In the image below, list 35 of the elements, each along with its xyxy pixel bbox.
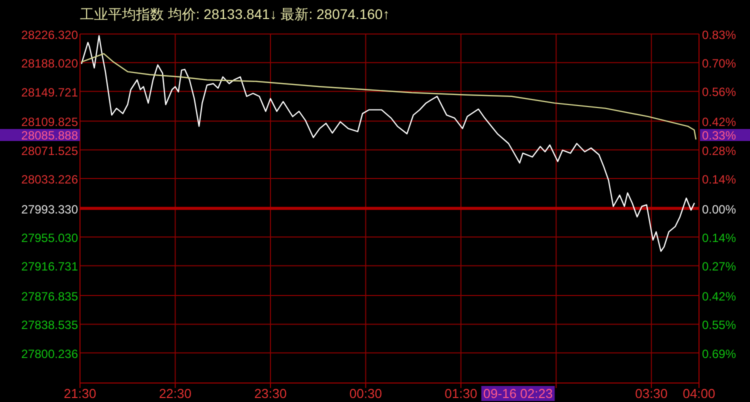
y2-tick-label: 0.42%: [702, 289, 736, 304]
y2-tick-label: 0.14%: [702, 172, 736, 186]
y2-tick-label: 0.14%: [702, 230, 736, 245]
y-tick-label: 27955.030: [21, 231, 78, 246]
x-tick-label: 03:30: [635, 386, 668, 401]
y-tick-label: 28226.320: [21, 28, 78, 42]
y-tick-label: 28033.226: [21, 172, 78, 187]
y-tick-label: 27993.330: [21, 202, 78, 216]
y-tick-label: 28071.525: [21, 144, 78, 158]
chart-title: 工业平均指数 均价: 28133.841↓ 最新: 28074.160↑: [80, 6, 390, 22]
x-tick-label: 01:30: [444, 386, 478, 401]
y2-tick-label: 0.83%: [702, 28, 736, 42]
x-tick-label: 04:00: [682, 386, 716, 401]
y-tick-label: 28188.020: [21, 56, 78, 71]
cursor-label: 28085.888: [0, 128, 80, 142]
y2-tick-label: 0.56%: [702, 85, 736, 100]
y2-tick-label: 0.28%: [702, 144, 736, 158]
x-tick-label: 22:30: [158, 386, 192, 401]
cursor-label: 09-16 02:23: [481, 386, 555, 401]
x-tick-label: 21:30: [64, 386, 96, 401]
y-tick-label: 27876.835: [21, 290, 78, 304]
y2-tick-label: 0.00%: [702, 202, 736, 216]
y2-tick-label: 0.42%: [702, 115, 736, 130]
y2-tick-label: 0.69%: [702, 346, 736, 361]
cursor-label: 0.33%: [700, 128, 750, 142]
x-tick-label: 00:30: [349, 386, 382, 401]
y-tick-label: 28149.721: [21, 85, 78, 100]
y2-tick-label: 0.27%: [702, 260, 736, 274]
y-tick-label: 28109.825: [21, 115, 78, 130]
y-tick-label: 27800.236: [21, 346, 78, 361]
y2-tick-label: 0.55%: [702, 318, 736, 332]
y2-tick-label: 0.70%: [702, 56, 736, 70]
y-tick-label: 27838.535: [21, 318, 78, 332]
x-tick-label: 23:30: [254, 386, 287, 401]
y-tick-label: 27916.731: [21, 260, 78, 274]
